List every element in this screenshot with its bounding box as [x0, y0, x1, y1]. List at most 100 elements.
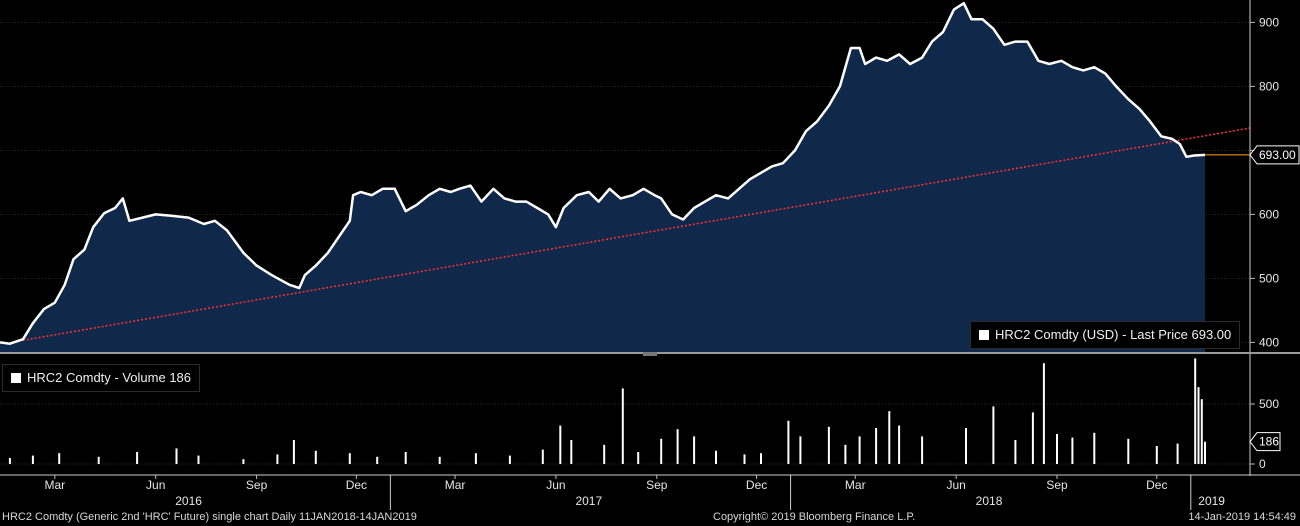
month-label: Dec: [1146, 478, 1167, 492]
footer-copyright: Copyright© 2019 Bloomberg Finance L.P.: [713, 511, 916, 523]
volume-bar: [376, 456, 379, 464]
price-area-fill: [0, 3, 1205, 352]
x-axis: Mar Jun Sep Dec Mar Jun Sep Dec Mar Jun Sep Dec 2016…: [44, 475, 1225, 510]
volume-bar: [965, 428, 967, 464]
month-label: Jun: [946, 478, 965, 492]
pane-splitter-grip[interactable]: [643, 352, 657, 356]
price-legend-swatch: [979, 330, 989, 340]
price-tick-label: 600: [1259, 207, 1279, 221]
trend-line: [10, 127, 1251, 344]
volume-bar: [31, 455, 34, 464]
volume-bar: [1093, 432, 1096, 464]
volume-bars: [8, 358, 1206, 464]
volume-bar: [637, 452, 640, 464]
volume-tick-label: 500: [1259, 397, 1279, 411]
volume-bar: [1204, 441, 1206, 464]
last-volume-label: 186: [1259, 435, 1279, 449]
volume-bar: [827, 426, 830, 464]
month-label: Mar: [44, 478, 65, 492]
year-label: 2016: [175, 494, 202, 508]
volume-bar: [570, 440, 573, 464]
volume-bar: [292, 440, 295, 464]
price-legend-label: HRC2 Comdty (USD) - Last Price 693.00: [995, 327, 1232, 342]
volume-bar: [404, 452, 407, 464]
last-price-marker: 693.00: [1205, 145, 1300, 165]
volume-bar: [921, 436, 924, 464]
volume-bar: [676, 429, 679, 464]
footer-bar: HRC2 Comdty (Generic 2nd 'HRC' Future) s…: [0, 511, 1300, 526]
last-price-tag: [1249, 145, 1300, 165]
month-label: Mar: [845, 478, 866, 492]
volume-bar: [660, 438, 663, 464]
volume-bar: [1031, 412, 1034, 464]
volume-bar: [276, 454, 279, 464]
volume-legend-swatch: [11, 373, 21, 383]
volume-bar: [898, 425, 901, 464]
volume-bar: [858, 436, 861, 464]
month-label: Jun: [546, 478, 565, 492]
month-label: Dec: [746, 478, 767, 492]
footer-timestamp: 14-Jan-2019 14:54:49: [1188, 511, 1296, 523]
volume-legend-label: HRC2 Comdty - Volume 186: [27, 370, 192, 385]
price-tick-label: 500: [1259, 271, 1279, 285]
price-tick-label: 800: [1259, 79, 1279, 93]
volume-bar: [508, 455, 511, 464]
last-volume-marker: 186: [1249, 432, 1281, 452]
volume-bar: [693, 436, 696, 464]
volume-bar: [1197, 387, 1200, 464]
price-line: [0, 1, 1206, 345]
volume-bar: [97, 456, 100, 464]
price-legend: HRC2 Comdty (USD) - Last Price 693.00: [970, 321, 1241, 349]
volume-bar: [715, 450, 717, 464]
volume-bar: [603, 444, 606, 464]
volume-bar: [474, 453, 477, 464]
volume-bar: [58, 453, 61, 464]
volume-bar: [799, 436, 802, 464]
year-label: 2018: [976, 494, 1003, 508]
volume-bar: [888, 411, 891, 464]
volume-tick-label: 0: [1259, 457, 1266, 471]
volume-legend: HRC2 Comdty - Volume 186: [2, 364, 201, 392]
year-label: 2017: [575, 494, 602, 508]
volume-bar: [559, 425, 562, 464]
year-label: 2019: [1198, 494, 1225, 508]
volume-bar: [1194, 358, 1197, 464]
volume-bar: [1071, 437, 1074, 464]
volume-bar: [875, 428, 878, 464]
last-price-label: 693.00: [1259, 148, 1296, 162]
price-tick-label: 400: [1259, 335, 1279, 349]
last-volume-tag: [1249, 432, 1281, 452]
month-label: Mar: [445, 478, 466, 492]
volume-bar: [314, 450, 317, 464]
volume-bar: [1200, 399, 1203, 464]
volume-bar: [743, 454, 746, 464]
volume-bar: [348, 453, 351, 464]
volume-bar: [8, 458, 11, 464]
month-label: Sep: [246, 478, 268, 492]
volume-bar: [136, 452, 139, 464]
volume-gridlines: [0, 403, 1250, 465]
volume-bar: [621, 388, 624, 464]
price-tick-label: 900: [1259, 15, 1279, 29]
volume-bar: [1056, 434, 1058, 464]
volume-bar: [1014, 440, 1017, 464]
month-label: Dec: [346, 478, 367, 492]
month-label: Jun: [146, 478, 165, 492]
volume-bar: [1042, 363, 1045, 464]
volume-bar: [438, 456, 441, 464]
volume-bar: [1127, 438, 1130, 464]
volume-bar: [760, 453, 762, 464]
footer-description: HRC2 Comdty (Generic 2nd 'HRC' Future) s…: [2, 511, 417, 523]
volume-bar: [541, 449, 544, 464]
volume-bar: [242, 459, 245, 464]
volume-bar: [787, 420, 790, 464]
volume-y-axis: 0 500: [1250, 397, 1279, 471]
volume-bar: [992, 406, 995, 464]
volume-bar: [197, 455, 200, 464]
volume-bar: [844, 444, 847, 464]
month-label: Sep: [1046, 478, 1068, 492]
volume-bar: [175, 448, 178, 464]
volume-bar: [1176, 443, 1179, 464]
volume-bar: [1155, 446, 1158, 464]
